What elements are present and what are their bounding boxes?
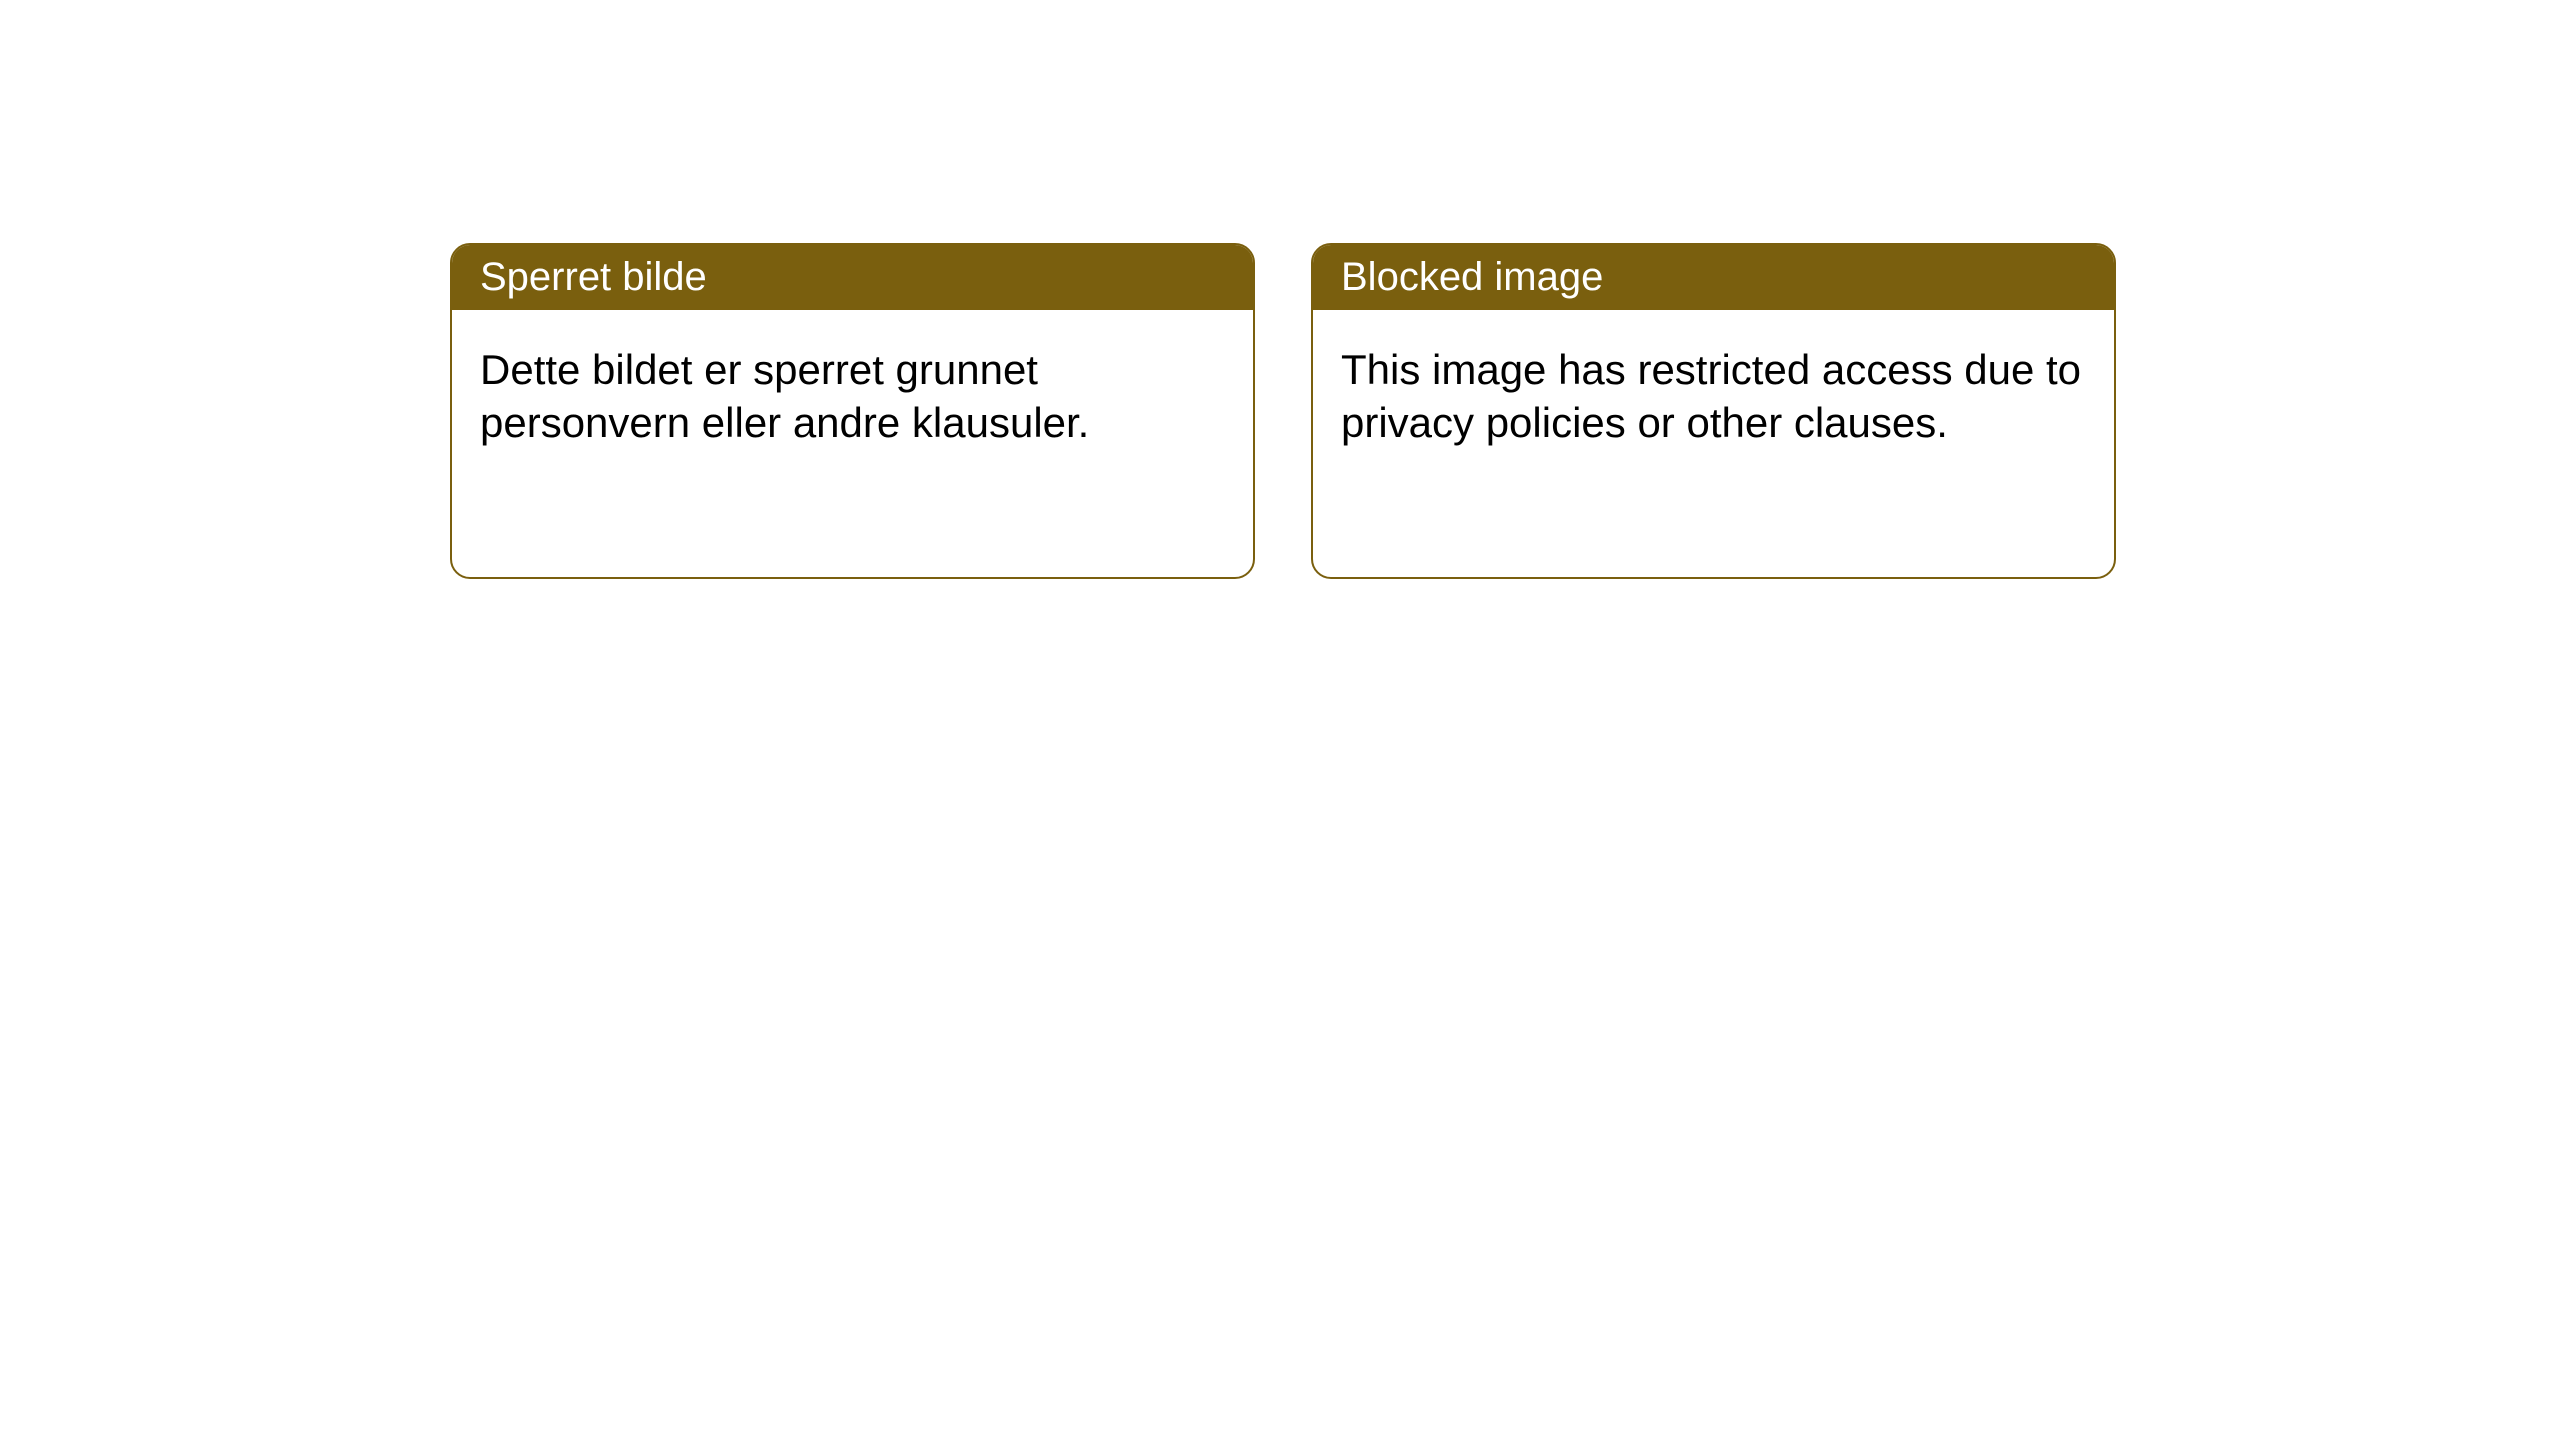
notice-container: Sperret bilde Dette bildet er sperret gr… (450, 243, 2116, 579)
notice-title: Blocked image (1341, 255, 1603, 299)
notice-body: This image has restricted access due to … (1313, 310, 2114, 483)
notice-title: Sperret bilde (480, 255, 707, 299)
notice-text: This image has restricted access due to … (1341, 346, 2081, 446)
notice-header: Blocked image (1313, 245, 2114, 310)
notice-text: Dette bildet er sperret grunnet personve… (480, 346, 1089, 446)
notice-card-english: Blocked image This image has restricted … (1311, 243, 2116, 579)
notice-card-norwegian: Sperret bilde Dette bildet er sperret gr… (450, 243, 1255, 579)
notice-header: Sperret bilde (452, 245, 1253, 310)
notice-body: Dette bildet er sperret grunnet personve… (452, 310, 1253, 483)
